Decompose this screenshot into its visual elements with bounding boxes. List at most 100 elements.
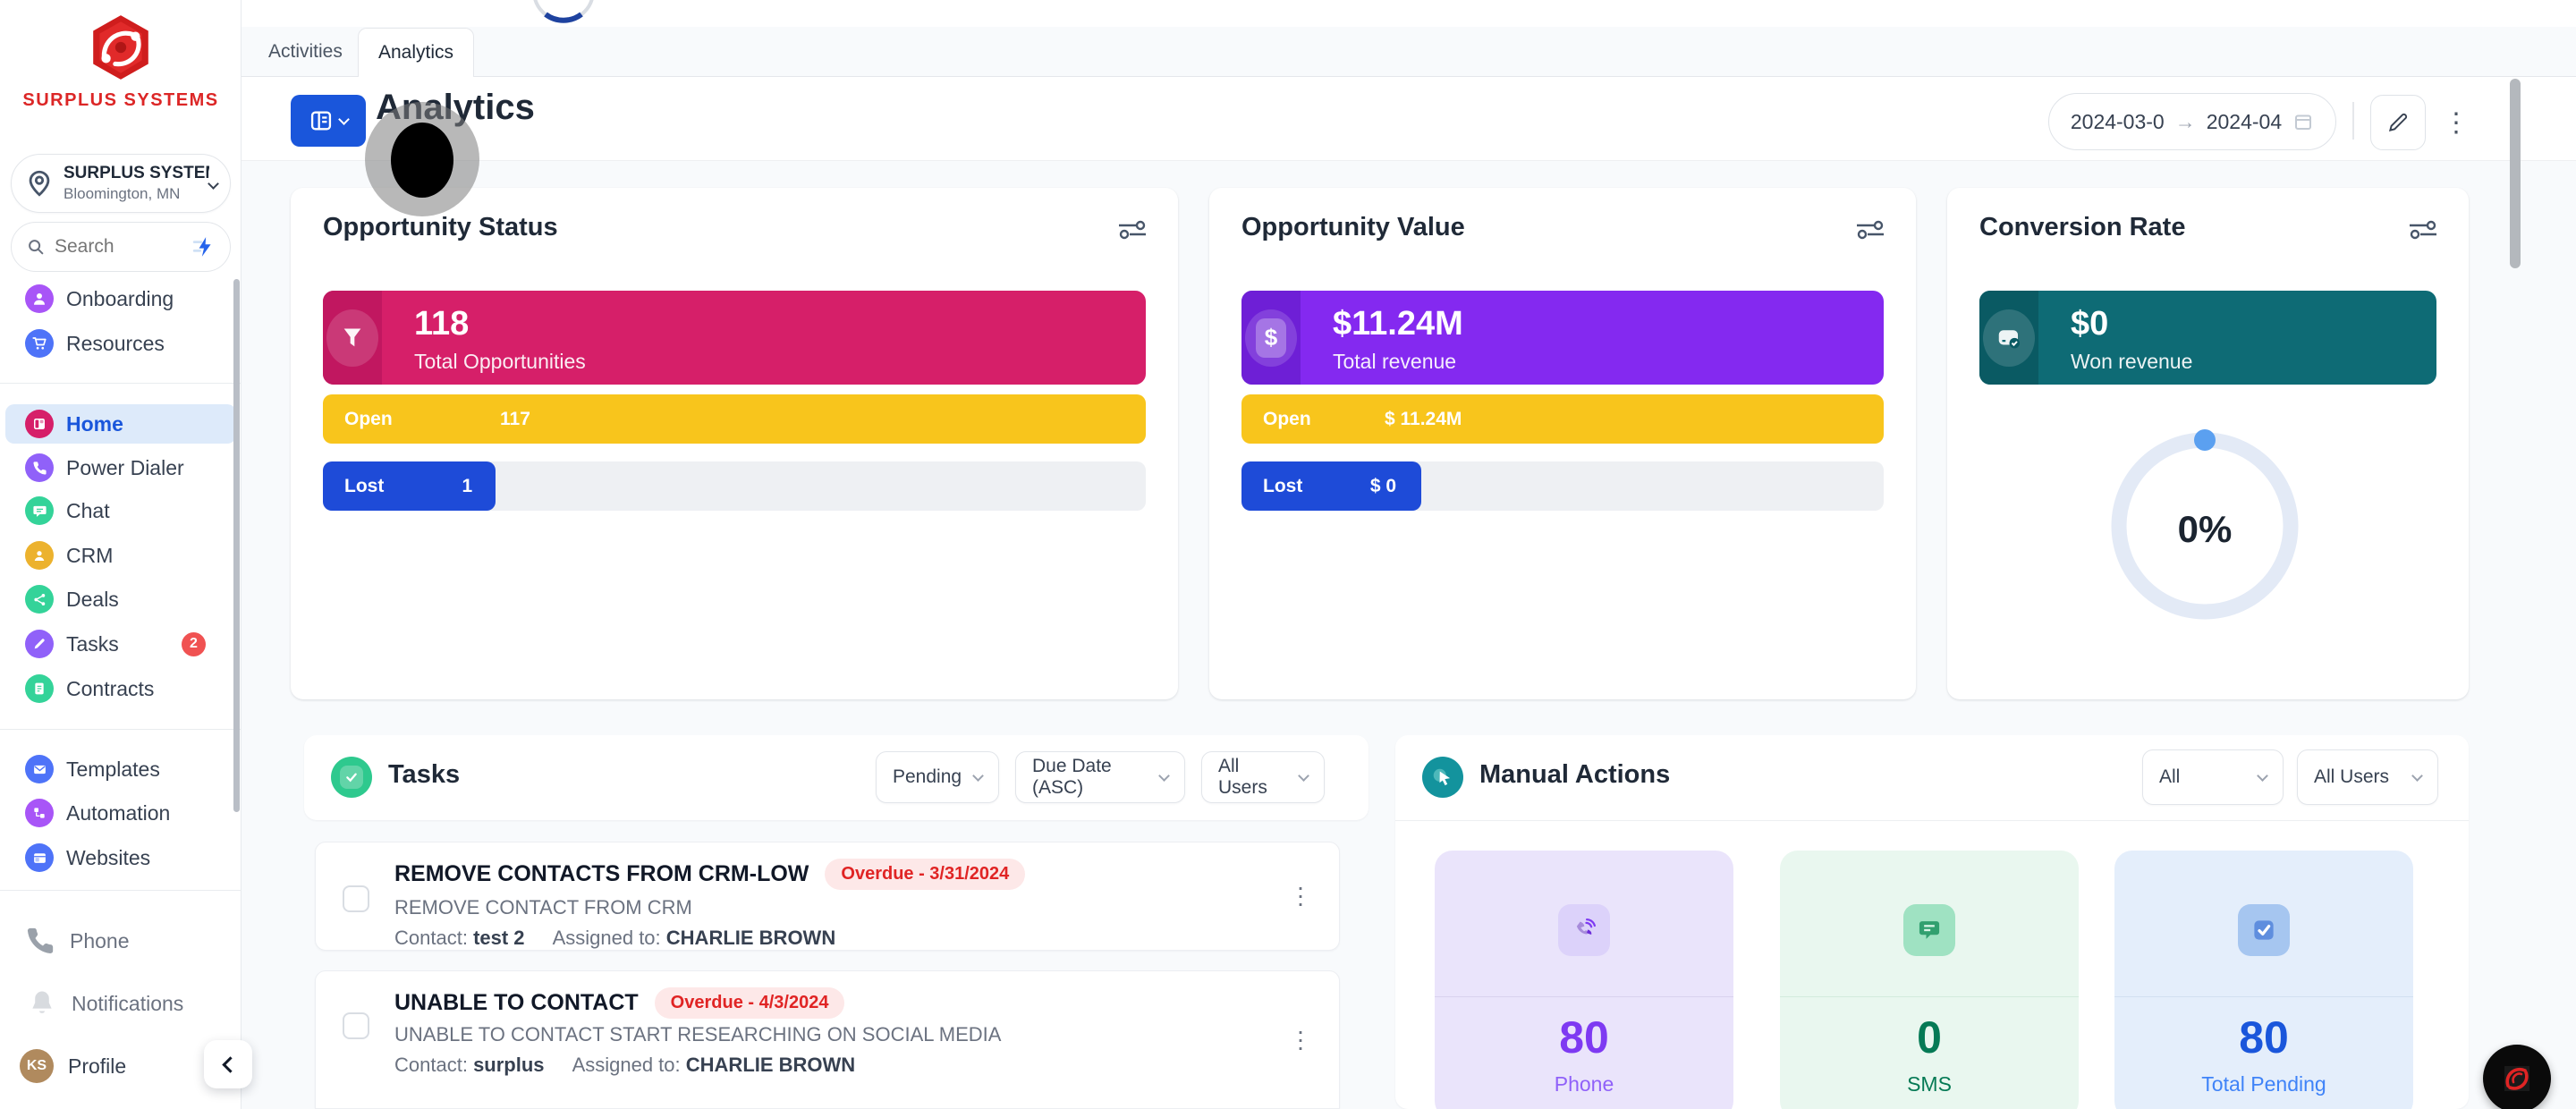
conversion-donut: 0% bbox=[2089, 422, 2321, 630]
location-switcher[interactable]: SURPLUS SYSTEM... Bloomington, MN bbox=[11, 154, 231, 213]
sidebar-item-tasks[interactable]: Tasks 2 bbox=[5, 624, 236, 664]
won-revenue-label: Won revenue bbox=[2071, 350, 2193, 373]
floating-brand-widget[interactable] bbox=[2483, 1045, 2551, 1109]
stat-divider bbox=[1435, 996, 1733, 997]
sidebar-item-home[interactable]: Home bbox=[5, 404, 236, 444]
sidebar-scrollbar[interactable] bbox=[233, 279, 240, 812]
brand-logo-text: SURPLUS SYSTEMS bbox=[22, 90, 219, 110]
sidebar-item-contracts[interactable]: Contracts bbox=[5, 669, 236, 708]
header-more-menu[interactable]: ⋮ bbox=[2443, 107, 2470, 138]
tab-bar: Activities Analytics bbox=[242, 27, 2576, 78]
chevron-down-icon bbox=[972, 770, 984, 782]
sidebar-item-phone[interactable]: Phone bbox=[13, 920, 231, 961]
sidebar-item-label: Templates bbox=[66, 757, 160, 781]
sidebar-divider bbox=[0, 890, 242, 891]
filter-value: Pending bbox=[893, 766, 962, 787]
dashboard-layout-button[interactable] bbox=[291, 95, 366, 147]
assigned-label: Assigned to: bbox=[552, 927, 661, 949]
task-row[interactable]: REMOVE CONTACTS FROM CRM-LOW Overdue - 3… bbox=[315, 842, 1340, 951]
bell-icon bbox=[32, 991, 52, 1013]
tab-analytics[interactable]: Analytics bbox=[358, 28, 475, 78]
recorded-cursor-dot bbox=[391, 123, 453, 198]
tasks-user-filter[interactable]: All Users bbox=[1201, 751, 1325, 803]
surplus-logo-icon bbox=[93, 15, 148, 80]
task-title: UNABLE TO CONTACT bbox=[394, 990, 639, 1015]
tasks-icon bbox=[25, 630, 54, 658]
lost-bar-track: Lost $ 0 bbox=[1241, 461, 1884, 511]
open-value: 117 bbox=[500, 408, 530, 429]
sidebar-item-onboarding[interactable]: Onboarding bbox=[5, 279, 236, 318]
filter-value: All Users bbox=[1218, 756, 1267, 798]
tab-activities[interactable]: Activities bbox=[268, 41, 343, 62]
chevron-down-icon bbox=[338, 113, 350, 125]
sidebar-search[interactable] bbox=[11, 222, 231, 272]
total-revenue-value: $11.24M bbox=[1333, 305, 1463, 343]
sidebar-item-websites[interactable]: Websites bbox=[5, 838, 236, 877]
task-more-menu[interactable]: ⋮ bbox=[1289, 1026, 1312, 1053]
date-range-picker[interactable]: 2024-03-0 → 2024-04 bbox=[2048, 93, 2336, 150]
sidebar-item-resources[interactable]: Resources bbox=[5, 324, 236, 363]
total-revenue-label: Total revenue bbox=[1333, 350, 1457, 373]
location-city: Bloomington, MN bbox=[64, 185, 181, 202]
page-scrollbar[interactable] bbox=[2510, 79, 2521, 268]
search-icon bbox=[29, 240, 44, 255]
manual-actions-icon bbox=[1422, 757, 1463, 798]
task-description: REMOVE CONTACT FROM CRM bbox=[394, 896, 692, 919]
manual-actions-user-filter[interactable]: All Users bbox=[2297, 749, 2438, 805]
card-title: Opportunity Value bbox=[1241, 213, 1465, 241]
chevron-down-icon bbox=[1158, 770, 1170, 782]
assigned-value: CHARLIE BROWN bbox=[665, 927, 836, 949]
sidebar: SURPLUS SYSTEMS SURPLUS SYSTEM... Bloomi… bbox=[0, 0, 242, 1109]
sidebar-item-profile[interactable]: KS Profile bbox=[13, 1046, 231, 1087]
brand-swirl-icon bbox=[2504, 1066, 2529, 1091]
task-checkbox[interactable] bbox=[343, 1012, 369, 1039]
search-input[interactable] bbox=[55, 236, 183, 258]
chevron-down-icon bbox=[1298, 770, 1309, 782]
stat-label: Phone bbox=[1554, 1072, 1614, 1096]
edit-dashboard-button[interactable] bbox=[2370, 95, 2426, 150]
quick-actions-bolt-icon[interactable] bbox=[192, 235, 216, 258]
sidebar-item-chat[interactable]: Chat bbox=[5, 491, 236, 530]
stat-sms: 0 SMS bbox=[1780, 851, 2079, 1109]
task-row[interactable]: UNABLE TO CONTACT Overdue - 4/3/2024 UNA… bbox=[315, 970, 1340, 1109]
sidebar-item-automation[interactable]: Automation bbox=[5, 793, 236, 833]
manual-actions-title: Manual Actions bbox=[1479, 760, 1671, 789]
total-revenue-bar: $ $11.24M Total revenue bbox=[1241, 291, 1884, 385]
contact-value: test 2 bbox=[473, 927, 525, 949]
date-to[interactable]: 2024-04 bbox=[2206, 109, 2283, 133]
sidebar-item-notifications[interactable]: Notifications bbox=[13, 983, 231, 1024]
manual-actions-type-filter[interactable]: All bbox=[2142, 749, 2284, 805]
lost-bar-fill: Lost $ 0 bbox=[1241, 461, 1422, 511]
stat-label: Total Pending bbox=[2201, 1072, 2326, 1096]
widget-settings-icon[interactable] bbox=[1855, 218, 1885, 241]
chevron-down-icon bbox=[2411, 770, 2423, 782]
contact-label: Contact: bbox=[394, 1054, 468, 1076]
location-pin-icon bbox=[29, 170, 50, 197]
tasks-status-filter[interactable]: Pending bbox=[876, 751, 999, 803]
browser-top-band bbox=[242, 0, 2576, 27]
sidebar-item-templates[interactable]: Templates bbox=[5, 749, 236, 789]
date-from[interactable]: 2024-03-0 bbox=[2070, 109, 2165, 133]
partial-avatar-circle bbox=[533, 0, 594, 23]
card-title: Opportunity Status bbox=[323, 213, 558, 241]
sidebar-collapse-button[interactable] bbox=[204, 1040, 252, 1088]
sidebar-item-crm[interactable]: CRM bbox=[5, 536, 236, 575]
widget-settings-icon[interactable] bbox=[2408, 218, 2438, 241]
sidebar-item-label: Automation bbox=[66, 800, 171, 825]
task-checkbox[interactable] bbox=[343, 885, 369, 912]
sidebar-item-power-dialer[interactable]: Power Dialer bbox=[5, 448, 236, 487]
tasks-sort-filter[interactable]: Due Date (ASC) bbox=[1015, 751, 1185, 803]
lost-value: $ 0 bbox=[1369, 475, 1397, 496]
profile-label: Profile bbox=[68, 1054, 127, 1078]
sidebar-item-deals[interactable]: Deals bbox=[5, 580, 236, 619]
funnel-icon bbox=[323, 291, 382, 385]
sidebar-item-label: Websites bbox=[66, 845, 151, 869]
dashboard-content: Opportunity Status 118 Total Opportuniti… bbox=[242, 161, 2576, 1109]
widget-settings-icon[interactable] bbox=[1117, 218, 1148, 241]
sidebar-item-label: CRM bbox=[66, 543, 114, 567]
phone-outbound-icon bbox=[1558, 904, 1610, 956]
filter-value: Due Date (ASC) bbox=[1032, 756, 1112, 798]
stat-value: 0 bbox=[1917, 1012, 1942, 1062]
notifications-label: Notifications bbox=[72, 991, 184, 1015]
task-more-menu[interactable]: ⋮ bbox=[1289, 882, 1312, 910]
